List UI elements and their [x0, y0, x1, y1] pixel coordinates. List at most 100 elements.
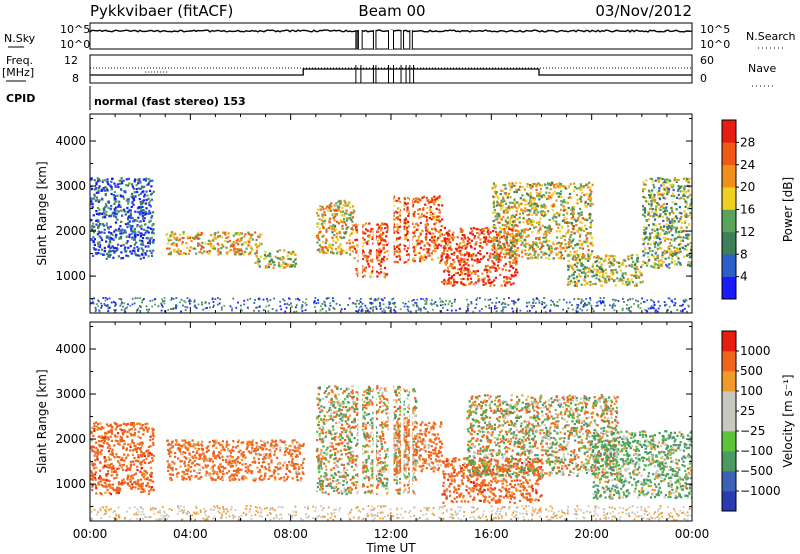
cell [397, 218, 400, 221]
cell [364, 270, 367, 273]
cell [335, 213, 338, 216]
cell [558, 251, 561, 254]
cell [671, 254, 674, 258]
clutter-cell [145, 305, 148, 308]
cell [530, 220, 533, 223]
clutter-cell [487, 299, 490, 301]
cell [318, 218, 321, 221]
clutter-cell [543, 306, 546, 309]
cell [560, 255, 563, 258]
cell [425, 256, 428, 259]
cell [643, 210, 647, 213]
cell [548, 196, 552, 199]
cell [548, 182, 551, 185]
cell [129, 475, 132, 478]
cell [142, 219, 145, 222]
cell [628, 283, 631, 286]
cell [165, 234, 168, 237]
cell [492, 202, 495, 205]
cell [345, 242, 348, 245]
cell [672, 212, 675, 215]
cell [212, 236, 215, 239]
cell [125, 184, 128, 187]
cell [348, 234, 351, 237]
clutter-cell [266, 298, 268, 300]
cell [93, 193, 96, 196]
clutter-cell [361, 308, 363, 311]
cell [544, 206, 547, 209]
cell [586, 218, 589, 222]
vel-cells [90, 372, 692, 521]
cell [324, 213, 327, 217]
clutter-cell [175, 297, 178, 299]
cell [197, 231, 200, 234]
cell [150, 453, 153, 456]
cell [96, 428, 99, 431]
cell [533, 253, 536, 256]
cell [170, 231, 173, 234]
cell [418, 252, 421, 255]
clutter-cell [668, 297, 671, 300]
cell [441, 204, 444, 207]
cell [220, 247, 223, 250]
cell [655, 233, 658, 236]
cell [527, 219, 530, 222]
cell [674, 263, 677, 266]
cell [328, 217, 331, 220]
cell [566, 201, 569, 204]
cell [268, 260, 271, 263]
cell [525, 219, 528, 222]
cell [130, 227, 133, 230]
cell [107, 227, 110, 230]
cell [538, 236, 541, 239]
cell [529, 252, 532, 256]
cell [481, 231, 484, 234]
cell [517, 254, 521, 257]
cell [121, 440, 124, 443]
cell [408, 225, 411, 228]
cell [406, 239, 409, 242]
clutter-cell [393, 302, 396, 304]
cell [577, 255, 580, 258]
cell [95, 196, 98, 199]
cell [643, 207, 647, 210]
cell [652, 183, 655, 186]
cell [342, 204, 345, 207]
cell [535, 237, 538, 240]
clutter-cell [313, 301, 316, 303]
clutter-cell [591, 308, 594, 310]
cell [581, 242, 584, 245]
cell [105, 474, 108, 477]
cell [561, 219, 565, 223]
cell [134, 428, 137, 431]
clutter-cell [430, 302, 433, 305]
cell [500, 218, 503, 221]
clutter-cell [516, 307, 518, 310]
cell [438, 215, 441, 218]
cell [194, 235, 197, 238]
cell [684, 221, 687, 224]
cell [118, 464, 121, 467]
cell [589, 196, 592, 199]
cell [678, 197, 681, 200]
clutter-cell [454, 298, 456, 301]
cell [386, 250, 389, 253]
cell [276, 250, 279, 253]
clutter-cell [495, 310, 498, 313]
cell [425, 216, 428, 219]
cell [118, 203, 121, 206]
cell [621, 282, 624, 285]
cell [587, 270, 590, 273]
cell [449, 245, 452, 248]
clutter-cell [283, 303, 286, 305]
clutter-cell [580, 302, 582, 305]
cell [106, 466, 110, 469]
cell [460, 282, 463, 285]
clutter-cell [375, 308, 378, 310]
clutter-cell [161, 304, 163, 307]
clutter-cell [246, 298, 249, 301]
cell [405, 203, 408, 206]
nsearch-label: N.Search [746, 30, 796, 43]
cell [105, 479, 108, 482]
